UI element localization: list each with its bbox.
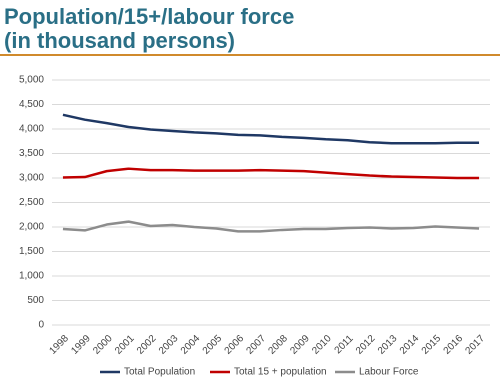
x-tick-label: 2000 bbox=[91, 333, 115, 357]
x-tick-label: 2005 bbox=[201, 333, 225, 357]
chart-title: Population/15+/labour force bbox=[4, 4, 294, 29]
x-tick-label: 1999 bbox=[69, 333, 93, 357]
x-tick-label: 2002 bbox=[135, 333, 159, 357]
y-tick-label: 2,000 bbox=[19, 222, 44, 233]
y-tick-label: 3,000 bbox=[19, 173, 44, 184]
x-tick-label: 2014 bbox=[398, 333, 422, 357]
x-tick-label: 2008 bbox=[266, 333, 290, 357]
y-tick-label: 2,500 bbox=[19, 197, 44, 208]
chart-title: (in thousand persons) bbox=[4, 28, 235, 53]
legend-label: Total 15 + population bbox=[234, 367, 327, 378]
x-tick-label: 2016 bbox=[442, 333, 466, 357]
legend-label: Total Population bbox=[124, 367, 195, 378]
x-tick-label: 2015 bbox=[420, 333, 444, 357]
y-tick-label: 5,000 bbox=[19, 75, 44, 86]
x-tick-label: 2009 bbox=[288, 333, 312, 357]
x-tick-label: 2001 bbox=[113, 333, 137, 357]
x-tick-label: 2012 bbox=[354, 333, 378, 357]
y-tick-label: 4,000 bbox=[19, 124, 44, 135]
series-line bbox=[62, 220, 480, 233]
x-tick-label: 2011 bbox=[333, 333, 356, 356]
y-tick-label: 0 bbox=[38, 320, 44, 331]
x-tick-label: 2013 bbox=[376, 333, 400, 357]
x-tick-label: 2007 bbox=[245, 333, 269, 357]
legend-label: Labour Force bbox=[359, 367, 419, 378]
series-line bbox=[62, 113, 480, 145]
y-tick-label: 3,500 bbox=[19, 148, 44, 159]
y-tick-label: 1,500 bbox=[19, 246, 44, 257]
series-line bbox=[62, 167, 480, 180]
x-tick-label: 1998 bbox=[47, 333, 71, 357]
x-tick-label: 2004 bbox=[179, 333, 203, 357]
y-tick-label: 4,500 bbox=[19, 99, 44, 110]
x-tick-label: 2006 bbox=[223, 333, 247, 357]
x-tick-label: 2003 bbox=[157, 333, 181, 357]
x-tick-label: 2010 bbox=[310, 333, 334, 357]
y-tick-label: 1,000 bbox=[19, 271, 44, 282]
y-tick-label: 500 bbox=[27, 295, 44, 306]
x-tick-label: 2017 bbox=[464, 333, 488, 357]
